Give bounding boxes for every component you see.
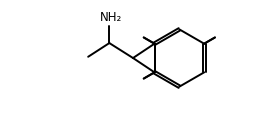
- Text: NH₂: NH₂: [100, 11, 122, 24]
